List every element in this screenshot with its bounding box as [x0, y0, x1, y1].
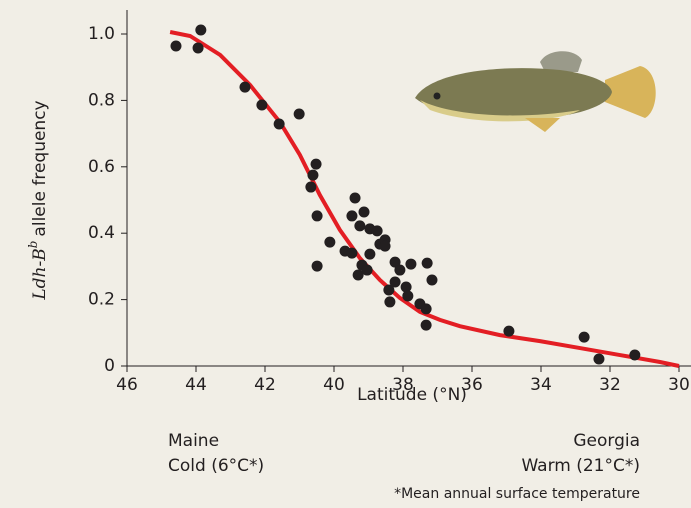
north-temp: Cold (6°C*) — [168, 456, 264, 476]
data-point — [629, 349, 641, 361]
y-tick-label: 0.6 — [88, 157, 115, 177]
allele-sup: b — [26, 241, 40, 249]
y-tick-label: 1.0 — [88, 24, 115, 44]
x-tick-label: 30 — [668, 375, 690, 395]
footnote: *Mean annual surface temperature — [394, 486, 640, 502]
x-tick-label: 42 — [254, 375, 276, 395]
data-point — [420, 319, 432, 331]
data-point — [192, 42, 204, 54]
data-point — [324, 236, 336, 248]
x-tick-label: 38 — [392, 375, 414, 395]
data-point — [421, 257, 433, 269]
y-tick-label: 0.4 — [88, 223, 115, 243]
data-point — [273, 118, 285, 130]
x-tick-label: 32 — [599, 375, 621, 395]
data-point — [346, 247, 358, 259]
data-point — [389, 256, 401, 268]
data-point — [170, 40, 182, 52]
data-point — [346, 210, 358, 222]
data-point — [256, 99, 268, 111]
data-point — [305, 181, 317, 193]
data-point — [420, 303, 432, 315]
x-tick-label: 34 — [530, 375, 552, 395]
x-tick-label: 40 — [323, 375, 345, 395]
data-point — [195, 24, 207, 36]
data-point — [358, 206, 370, 218]
data-point — [384, 296, 396, 308]
south-label: Georgia — [573, 431, 640, 451]
data-point — [379, 240, 391, 252]
data-point — [405, 258, 417, 270]
data-point — [352, 269, 364, 281]
south-temp: Warm (21°C*) — [521, 456, 640, 476]
gene-name: Ldh-B — [30, 248, 50, 300]
data-point — [239, 81, 251, 93]
data-point — [371, 225, 383, 237]
data-point — [503, 325, 515, 337]
data-point — [402, 290, 414, 302]
data-point — [310, 158, 322, 170]
data-point — [293, 108, 305, 120]
data-point — [426, 274, 438, 286]
data-point — [578, 331, 590, 343]
north-label: Maine — [168, 431, 219, 451]
x-tick-label: 36 — [461, 375, 483, 395]
y-axis-label: Ldh-Bb allele frequency — [26, 100, 51, 300]
y-tick-label: 0 — [104, 356, 115, 376]
fish-illustration — [415, 51, 656, 132]
data-point — [354, 220, 366, 232]
ylabel-text: allele frequency — [30, 100, 50, 236]
y-tick-label: 0.8 — [88, 90, 115, 110]
data-point — [311, 210, 323, 222]
data-point — [364, 248, 376, 260]
data-point — [394, 264, 406, 276]
y-tick-label: 0.2 — [88, 290, 115, 310]
x-axis-label: Latitude (°N) — [357, 385, 467, 405]
x-tick-label: 44 — [185, 375, 207, 395]
data-point — [593, 353, 605, 365]
data-point — [361, 264, 373, 276]
data-point — [383, 284, 395, 296]
data-point — [349, 192, 361, 204]
data-point — [400, 281, 412, 293]
data-point — [311, 260, 323, 272]
data-point — [307, 169, 319, 181]
data-point — [389, 276, 401, 288]
x-tick-label: 46 — [116, 375, 138, 395]
